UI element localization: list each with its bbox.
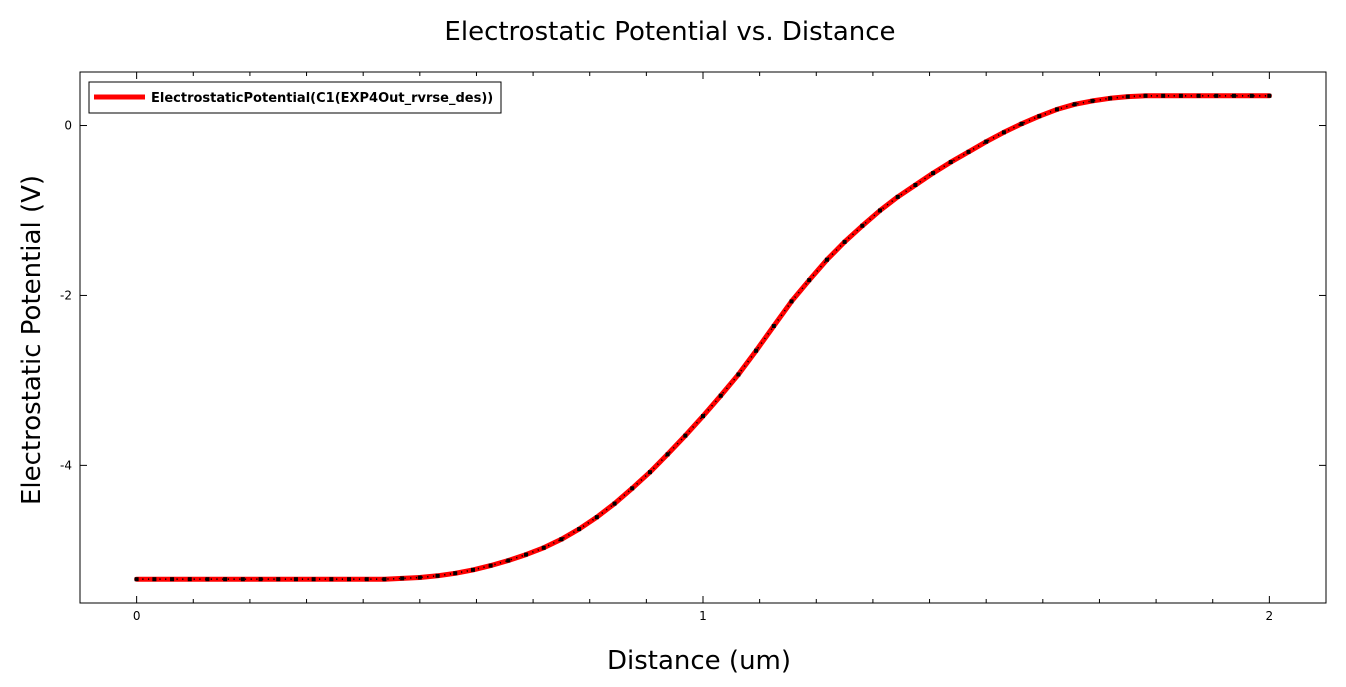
- data-point: [506, 558, 511, 563]
- y-axis-label: Electrostatic Potential (V): [17, 175, 47, 505]
- data-point: [293, 577, 298, 582]
- data-point: [1196, 93, 1201, 98]
- data-point: [1090, 98, 1095, 103]
- data-point: [453, 571, 458, 576]
- data-point: [966, 149, 971, 154]
- data-point: [612, 501, 617, 506]
- data-point: [1125, 94, 1130, 99]
- data-point: [152, 577, 157, 582]
- data-point: [276, 577, 281, 582]
- data-point: [1001, 130, 1006, 135]
- data-point: [400, 576, 405, 581]
- data-point: [824, 257, 829, 262]
- data-point: [577, 527, 582, 532]
- x-axis-label: Distance (um): [607, 646, 791, 676]
- data-point: [559, 537, 564, 542]
- data-point: [364, 577, 369, 582]
- data-point: [240, 577, 245, 582]
- data-point: [435, 573, 440, 578]
- data-point: [771, 324, 776, 329]
- series-layer: [134, 93, 1272, 582]
- data-point: [347, 577, 352, 582]
- data-point: [187, 577, 192, 582]
- data-point: [1019, 121, 1024, 126]
- x-tick-label: 0: [133, 609, 141, 623]
- data-point: [630, 486, 635, 491]
- data-point: [1072, 102, 1077, 107]
- data-point: [1178, 93, 1183, 98]
- data-point: [524, 552, 529, 557]
- data-point: [754, 348, 759, 353]
- data-point: [913, 182, 918, 187]
- chart-title: Electrostatic Potential vs. Distance: [444, 17, 895, 47]
- data-point: [329, 577, 334, 582]
- data-point: [895, 194, 900, 199]
- data-point: [417, 575, 422, 580]
- y-tick-label: -2: [60, 288, 72, 302]
- y-tick-label: -4: [60, 458, 72, 472]
- data-point: [1214, 93, 1219, 98]
- data-point: [931, 171, 936, 176]
- data-point: [701, 414, 705, 419]
- data-point: [665, 452, 670, 457]
- data-point: [470, 567, 475, 572]
- data-point: [1267, 93, 1272, 98]
- data-point: [736, 372, 741, 377]
- y-tick-label: 0: [64, 119, 72, 133]
- data-point: [984, 139, 989, 144]
- data-point: [877, 208, 882, 213]
- data-point: [1108, 96, 1113, 101]
- series-dash-overlay: [136, 95, 1270, 581]
- data-point: [860, 223, 865, 228]
- data-point: [488, 563, 493, 568]
- data-point: [258, 577, 263, 582]
- data-point: [842, 239, 847, 244]
- data-point: [807, 278, 812, 283]
- plot-area: [79, 71, 1327, 604]
- data-point: [789, 299, 794, 304]
- data-point: [134, 577, 139, 582]
- data-point: [1143, 93, 1148, 98]
- x-tick-label: 1: [699, 609, 707, 623]
- data-point: [948, 160, 953, 165]
- legend-box: [88, 81, 502, 114]
- data-point: [382, 577, 387, 582]
- data-point: [1161, 93, 1166, 98]
- data-point: [311, 577, 316, 582]
- legend-entry-label: ElectrostaticPotential(C1(EXP4Out_rvrse_…: [151, 91, 493, 106]
- data-point: [683, 433, 688, 438]
- data-point: [205, 577, 210, 582]
- axis-ticks: 0 1 2 0 -2 -4: [60, 72, 1326, 623]
- x-tick-label: 2: [1266, 609, 1274, 623]
- data-point: [1037, 114, 1042, 119]
- data-point: [541, 545, 546, 550]
- data-point: [1054, 107, 1059, 112]
- legend: ElectrostaticPotential(C1(EXP4Out_rvrse_…: [88, 81, 502, 114]
- data-point: [594, 515, 599, 520]
- data-point: [170, 577, 175, 582]
- data-point: [647, 470, 652, 475]
- data-point: [1249, 93, 1254, 98]
- data-point: [718, 393, 723, 398]
- data-point: [223, 577, 228, 582]
- data-point: [1231, 93, 1236, 98]
